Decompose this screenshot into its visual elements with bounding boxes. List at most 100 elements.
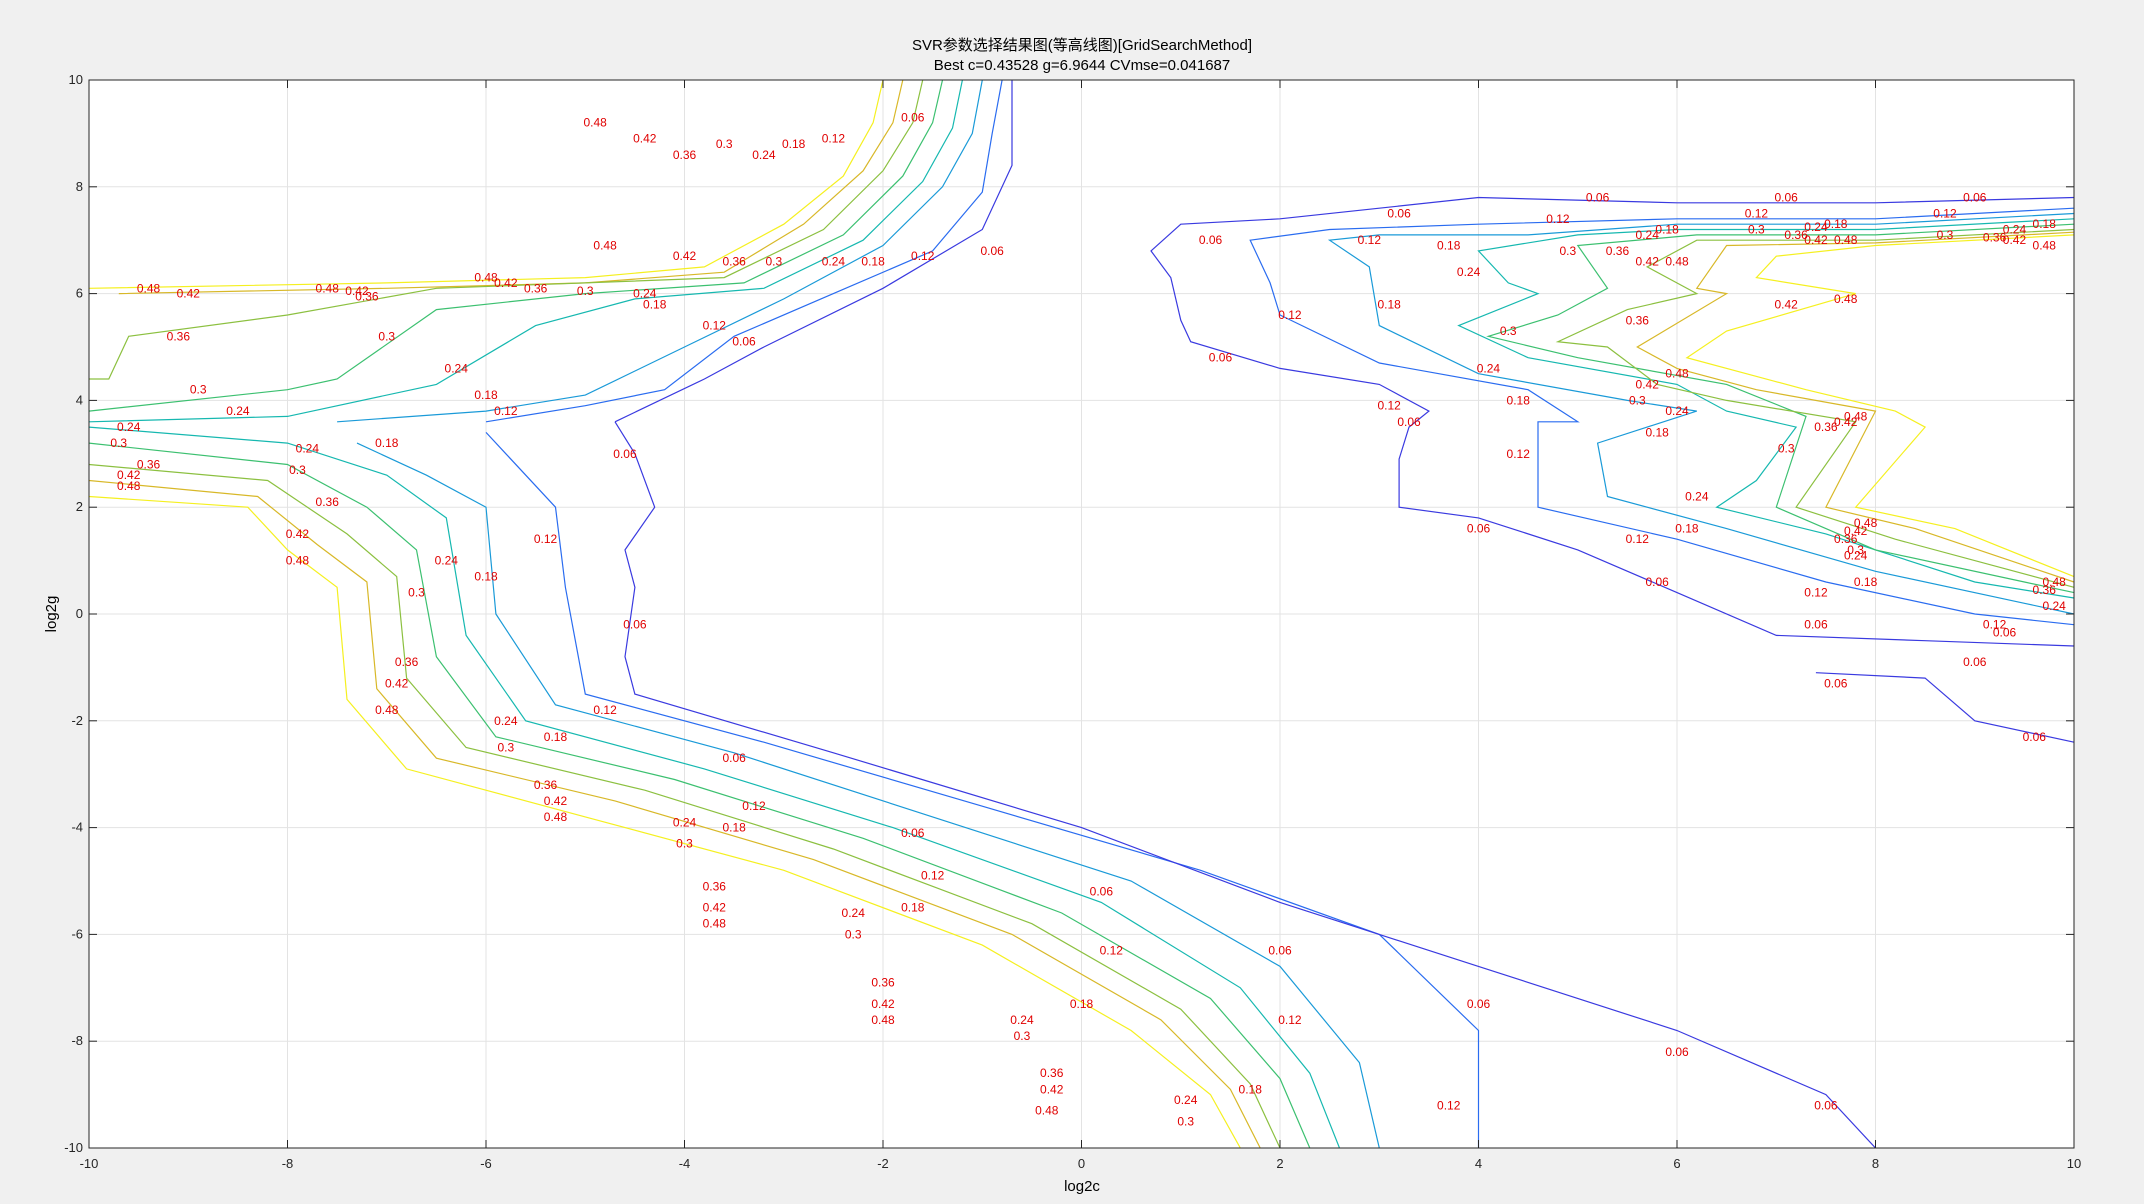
- contour-label: 0.3: [289, 463, 306, 477]
- contour-label: 0.48: [1854, 516, 1878, 530]
- contour-label: 0.18: [544, 730, 568, 744]
- contour-label: 0.18: [901, 901, 925, 915]
- y-tick-label: -8: [71, 1033, 83, 1048]
- contour-label: 0.3: [1748, 223, 1765, 237]
- contour-line: [88, 79, 944, 412]
- contour-line: [614, 80, 1013, 423]
- contour-label: 0.24: [2003, 223, 2027, 237]
- contour-label: 0.3: [1847, 543, 1864, 557]
- contour-label: 0.24: [633, 287, 657, 301]
- contour-label: 0.18: [1824, 217, 1848, 231]
- contour-label: 0.06: [1814, 1098, 1838, 1112]
- contour-label: 0.24: [752, 148, 776, 162]
- contour-label: 0.48: [316, 281, 340, 295]
- contour-label: 0.48: [137, 281, 161, 295]
- contour-label: 0.06: [722, 751, 746, 765]
- contour-label: 0.24: [822, 255, 846, 269]
- contour-label: 0.3: [1629, 393, 1646, 407]
- contour-line: [356, 442, 1380, 1149]
- contour-label: 0.36: [395, 655, 419, 669]
- contour-label: 0.36: [673, 148, 697, 162]
- contour-line: [1150, 196, 2075, 647]
- contour-label: 0.48: [871, 1013, 895, 1027]
- y-tick-label: 4: [76, 392, 83, 407]
- contour-label: 0.3: [1937, 228, 1954, 242]
- contour-label: 0.36: [722, 255, 746, 269]
- contour-label: 0.06: [1387, 207, 1411, 221]
- contour-label: 0.36: [1834, 532, 1858, 546]
- contour-label: 0.48: [583, 116, 607, 130]
- x-tick-label: -4: [679, 1156, 691, 1171]
- contour-label: 0.42: [1636, 255, 1660, 269]
- contour-label: 0.48: [2033, 239, 2057, 253]
- contour-line: [485, 79, 1003, 423]
- contour-line: [337, 79, 983, 423]
- contour-label: 0.18: [1507, 393, 1531, 407]
- contour-label: 0.18: [474, 570, 498, 584]
- contour-label: 0.36: [534, 778, 558, 792]
- contour-label: 0.42: [385, 676, 409, 690]
- y-tick-label: 10: [69, 72, 83, 87]
- contour-label: 0.3: [845, 927, 862, 941]
- contour-label: 0.42: [871, 997, 895, 1011]
- contour-label: 0.06: [1397, 415, 1421, 429]
- contour-label: 0.24: [1010, 1013, 1034, 1027]
- contour-label: 0.06: [732, 335, 756, 349]
- contour-label: 0.06: [1804, 618, 1828, 632]
- contour-label: 0.48: [286, 554, 310, 568]
- y-tick-label: -10: [64, 1140, 83, 1155]
- contour-line: [88, 79, 963, 423]
- contour-label: 0.36: [355, 289, 379, 303]
- contour-line: [118, 79, 904, 295]
- contour-label: 0.18: [1377, 297, 1401, 311]
- contour-label: 0.48: [2042, 575, 2066, 589]
- contour-label: 0.06: [901, 826, 925, 840]
- contour-label: 0.36: [1814, 420, 1838, 434]
- x-tick-label: -10: [80, 1156, 99, 1171]
- contour-label: 0.18: [2033, 217, 2057, 231]
- contour-label: 0.42: [703, 901, 727, 915]
- contour-label: 0.18: [474, 388, 498, 402]
- contour-label: 0.12: [534, 532, 558, 546]
- contour-label: 0.36: [137, 457, 161, 471]
- contour-label: 0.24: [1804, 220, 1828, 234]
- contour-label: 0.36: [2033, 583, 2057, 597]
- contour-label: 0.06: [1199, 233, 1223, 247]
- y-tick-label: -6: [71, 926, 83, 941]
- contour-label: 0.48: [1035, 1104, 1059, 1118]
- contour-label: 0.42: [117, 468, 141, 482]
- contour-label: 0.06: [613, 447, 637, 461]
- contour-line: [1249, 207, 2075, 626]
- contour-label: 0.18: [1675, 522, 1699, 536]
- contour-line: [88, 495, 1241, 1149]
- contour-label: 0.3: [190, 383, 207, 397]
- contour-label: 0.3: [408, 586, 425, 600]
- contour-label: 0.24: [842, 906, 866, 920]
- contour-label: 0.3: [110, 436, 127, 450]
- contour-label: 0.12: [1804, 586, 1828, 600]
- contour-label: 0.12: [494, 404, 518, 418]
- contour-label: 0.48: [474, 271, 498, 285]
- axis-ticks: -10 -8 -6 -4 -2 0 2 4 6 8 10 -10 -8 -6 -4 -2 0 2 4 6 8 10: [64, 72, 2081, 1171]
- contour-label: 0.24: [445, 361, 469, 375]
- contour-label: 0.24: [1477, 361, 1501, 375]
- contour-label: 0.24: [494, 714, 518, 728]
- contour-label: 0.06: [2023, 730, 2047, 744]
- contour-label: 0.42: [1844, 524, 1868, 538]
- contour-label: 0.24: [1174, 1093, 1198, 1107]
- contour-label: 0.42: [544, 794, 568, 808]
- contour-label: 0.12: [1377, 399, 1401, 413]
- chart-title-line1: SVR参数选择结果图(等高线图)[GridSearchMethod]: [912, 36, 1252, 54]
- x-tick-label: 10: [2067, 1156, 2081, 1171]
- y-tick-label: 2: [76, 499, 83, 514]
- contour-label: 0.42: [177, 287, 201, 301]
- contour-label: 0.3: [1778, 441, 1795, 455]
- contour-label: 0.36: [871, 975, 895, 989]
- contour-label: 0.06: [1586, 190, 1610, 204]
- x-axis-label: log2c: [1064, 1178, 1100, 1195]
- contour-label: 0.18: [722, 821, 746, 835]
- contour-line: [1486, 223, 2075, 594]
- contour-label: 0.12: [1507, 447, 1531, 461]
- contour-label: 0.42: [1774, 297, 1798, 311]
